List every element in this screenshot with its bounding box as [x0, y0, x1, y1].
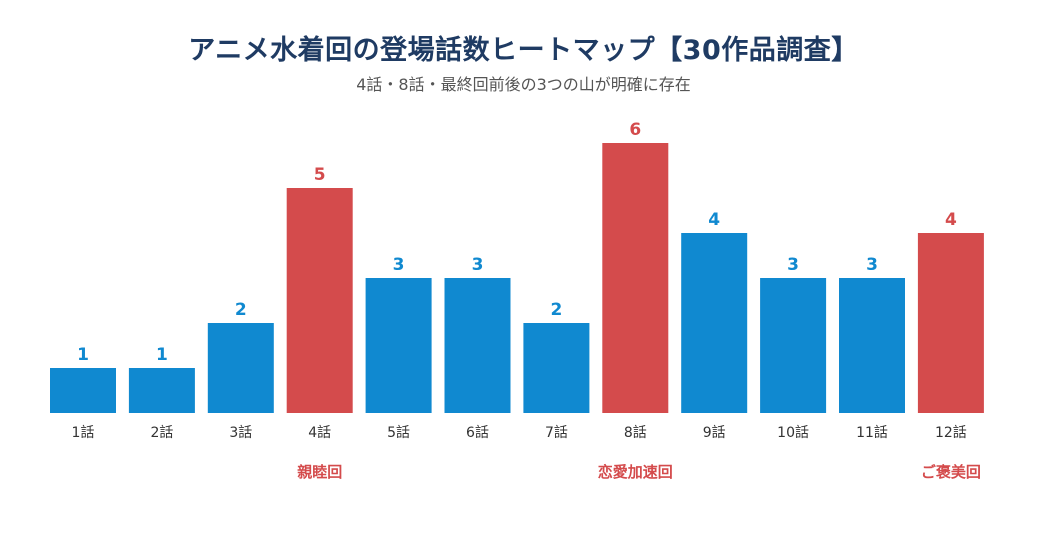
annotation-label-1: 親睦回: [297, 463, 342, 481]
x-tick-label-8: 8話: [624, 424, 647, 441]
bar-value-label-3: 2: [235, 300, 247, 320]
bar-value-label-6: 3: [472, 255, 484, 275]
x-tick-label-1: 1話: [72, 424, 95, 441]
bar-10: [760, 278, 827, 413]
bar-value-label-1: 1: [77, 345, 89, 365]
x-tick-label-2: 2話: [150, 424, 173, 441]
chart-subtitle: 4話・8話・最終回前後の3つの山が明確に存在: [356, 75, 691, 94]
bar-value-label-7: 2: [550, 300, 562, 320]
bar-11: [839, 278, 905, 413]
bar-12: [917, 233, 984, 413]
x-tick-label-7: 7話: [545, 424, 568, 441]
bar-value-label-2: 1: [156, 345, 168, 365]
bar-1: [50, 368, 116, 413]
annotation-label-2: 恋愛加速回: [598, 463, 673, 481]
x-tick-label-9: 9話: [703, 424, 726, 441]
bar-2: [128, 368, 195, 413]
bar-7: [523, 323, 590, 413]
x-tick-label-11: 11話: [856, 424, 888, 441]
bar-value-label-11: 3: [866, 255, 878, 275]
bar-8: [602, 143, 669, 413]
bar-3: [207, 323, 274, 413]
bar-6: [444, 278, 511, 413]
x-tick-label-10: 10話: [777, 424, 809, 441]
x-tick-label-3: 3話: [229, 424, 252, 441]
x-tick-label-4: 4話: [308, 424, 331, 441]
bar-value-label-9: 4: [708, 210, 720, 230]
x-tick-label-5: 5話: [387, 424, 410, 441]
x-tick-label-6: 6話: [466, 424, 489, 441]
bar-value-label-10: 3: [787, 255, 799, 275]
bar-value-label-5: 3: [393, 255, 405, 275]
annotation-label-3: ご褒美回: [921, 463, 981, 481]
bar-value-label-12: 4: [945, 210, 957, 230]
bar-5: [365, 278, 432, 413]
bar-value-label-8: 6: [629, 120, 641, 140]
bar-value-label-4: 5: [314, 165, 326, 185]
chart-title: アニメ水着回の登場話数ヒートマップ【30作品調査】: [188, 35, 859, 66]
bar-4: [286, 188, 353, 413]
x-tick-label-12: 12話: [935, 424, 967, 441]
bar-9: [681, 233, 748, 413]
